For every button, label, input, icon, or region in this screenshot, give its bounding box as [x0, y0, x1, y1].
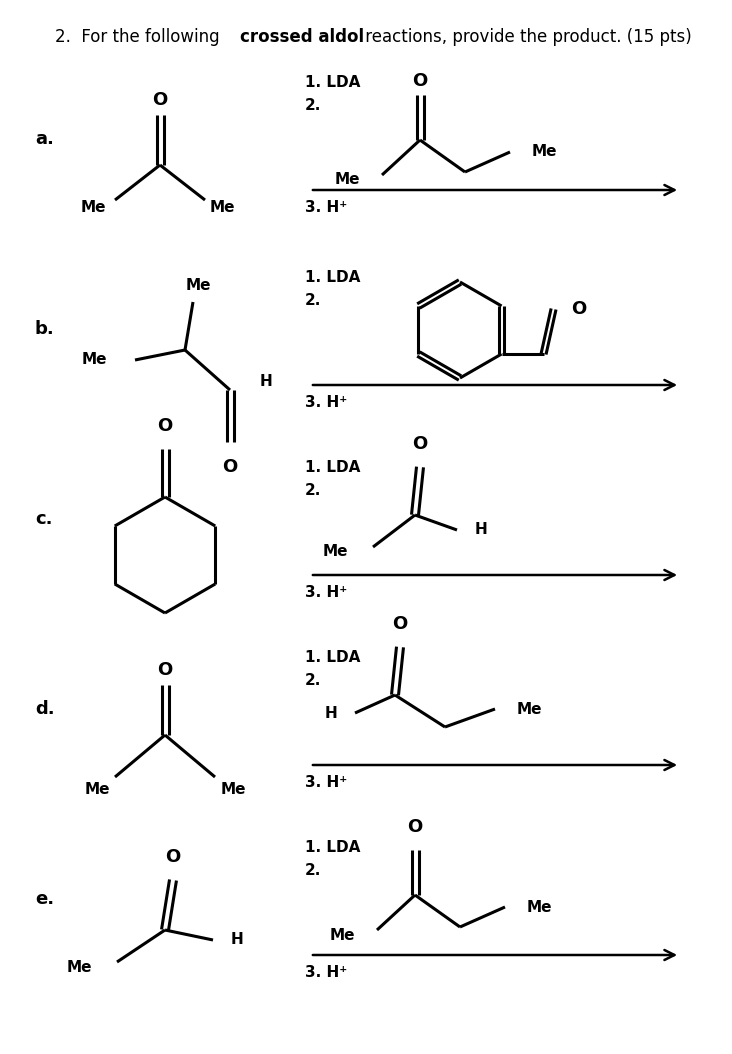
Text: Me: Me	[81, 352, 107, 368]
Text: O: O	[412, 435, 427, 453]
Text: c.: c.	[35, 510, 53, 528]
Text: Me: Me	[335, 173, 360, 188]
Text: H: H	[260, 374, 273, 390]
Text: Me: Me	[517, 702, 542, 717]
Text: 2.: 2.	[305, 98, 321, 113]
Text: b.: b.	[35, 320, 55, 338]
Text: Me: Me	[84, 782, 110, 798]
Text: 1. LDA: 1. LDA	[305, 460, 360, 475]
Text: Me: Me	[329, 928, 355, 942]
Text: Me: Me	[67, 959, 92, 975]
Text: O: O	[392, 614, 408, 633]
Text: H: H	[324, 705, 337, 721]
Text: H: H	[475, 523, 488, 538]
Text: crossed aldol: crossed aldol	[240, 28, 364, 46]
Text: reactions, provide the product. (15 pts): reactions, provide the product. (15 pts)	[360, 28, 692, 46]
Text: e.: e.	[35, 890, 54, 907]
Text: 1. LDA: 1. LDA	[305, 270, 360, 285]
Text: 2.: 2.	[305, 293, 321, 308]
Text: Me: Me	[220, 782, 246, 798]
Text: 3. H⁺: 3. H⁺	[305, 775, 347, 790]
Text: 2.: 2.	[305, 863, 321, 878]
Text: d.: d.	[35, 700, 55, 718]
Text: O: O	[157, 661, 173, 679]
Text: H: H	[231, 933, 244, 948]
Text: Me: Me	[81, 199, 105, 215]
Text: O: O	[157, 417, 173, 435]
Text: Me: Me	[209, 199, 235, 215]
Text: a.: a.	[35, 130, 54, 148]
Text: 1. LDA: 1. LDA	[305, 840, 360, 855]
Text: 2.  For the following: 2. For the following	[55, 28, 225, 46]
Text: O: O	[223, 458, 238, 476]
Text: 1. LDA: 1. LDA	[305, 75, 360, 90]
Text: Me: Me	[185, 278, 211, 293]
Text: 3. H⁺: 3. H⁺	[305, 965, 347, 980]
Text: O: O	[165, 848, 181, 866]
Text: 3. H⁺: 3. H⁺	[305, 395, 347, 410]
Text: Me: Me	[323, 545, 348, 560]
Text: O: O	[152, 91, 168, 109]
Text: 2.: 2.	[305, 674, 321, 688]
Text: 2.: 2.	[305, 483, 321, 497]
Text: O: O	[412, 72, 427, 90]
Text: O: O	[408, 818, 422, 836]
Text: O: O	[572, 300, 587, 318]
Text: 3. H⁺: 3. H⁺	[305, 200, 347, 215]
Text: Me: Me	[532, 144, 558, 159]
Text: Me: Me	[527, 899, 553, 915]
Text: 3. H⁺: 3. H⁺	[305, 585, 347, 600]
Text: 1. LDA: 1. LDA	[305, 650, 360, 665]
